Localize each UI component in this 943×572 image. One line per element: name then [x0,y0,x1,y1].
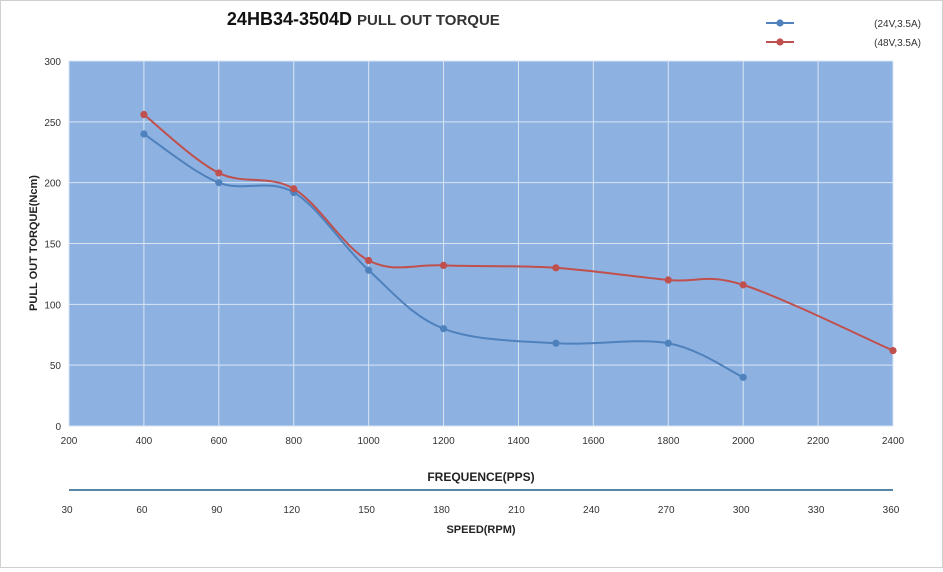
y-tick-label: 100 [44,300,61,311]
x-tick-label: 1400 [507,436,530,447]
x-tick-label: 1600 [582,436,605,447]
y-tick-label: 150 [44,240,61,251]
series-line-1 [143,133,744,379]
chart-title-sub: PULL OUT TORQUE [357,12,500,29]
chart-title-main: 24HB34-3504D [227,9,352,29]
data-point-series-1 [140,130,148,138]
secondary-x-tick-label: 60 [136,505,148,516]
data-point-series-1 [365,266,373,274]
x-tick-label: 600 [210,436,227,447]
y-tick-label: 300 [44,57,61,68]
secondary-x-axis-ticks: 30 60 90 120 150 180 210 240 270 300 330 360 [61,505,899,516]
secondary-x-tick-label: 270 [658,505,675,516]
secondary-x-tick-label: 30 [61,505,73,516]
x-tick-label: 1800 [657,436,680,447]
legend-marker-1 [776,19,784,27]
x-tick-label: 1200 [432,436,455,447]
data-point-series-2 [889,346,897,355]
y-tick-label: 200 [44,179,61,190]
secondary-x-tick-label: 240 [583,505,600,516]
legend: (24V,3.5A) (48V,3.5A) [766,19,921,49]
y-axis-label: PULL OUT TORQUE(Ncm) [28,175,40,311]
data-point-series-1 [664,339,672,347]
data-point-series-2 [365,256,373,265]
y-tick-label: 50 [50,361,62,372]
secondary-x-tick-label: 210 [508,505,525,516]
x-tick-label: 2400 [882,436,905,447]
y-tick-label: 0 [55,422,61,433]
secondary-x-tick-label: 120 [283,505,300,516]
secondary-x-tick-label: 300 [733,505,750,516]
secondary-x-tick-label: 180 [433,505,450,516]
secondary-x-tick-label: 330 [808,505,825,516]
data-point-series-2 [439,261,448,269]
data-point-series-2 [140,110,148,119]
secondary-x-axis-label: SPEED(RPM) [446,524,515,536]
data-point-series-1 [552,339,560,347]
x-tick-label: 1000 [358,436,381,447]
data-point-series-1 [739,373,747,381]
legend-label-1: (24V,3.5A) [874,19,921,30]
data-point-series-2 [739,281,747,289]
secondary-x-tick-label: 90 [211,505,223,516]
series-line-2 [143,113,894,352]
x-tick-label: 200 [61,436,78,447]
data-point-series-2 [290,185,298,193]
grid-lines [68,60,894,427]
x-tick-label: 400 [136,436,153,447]
series-group [140,110,897,381]
legend-label-2: (48V,3.5A) [874,38,921,49]
legend-marker-2 [776,38,784,46]
secondary-x-tick-label: 360 [883,505,900,516]
x-tick-label: 2200 [807,436,830,447]
y-axis-ticks: 0 50 100 150 200 250 300 [44,57,61,433]
y-tick-label: 250 [44,118,61,129]
x-axis-label: FREQUENCE(PPS) [427,470,534,484]
x-axis-ticks: 200 400 600 800 1000 1200 1400 1600 1800 2000 2200… [61,436,905,447]
data-point-series-1 [439,325,448,333]
data-point-series-2 [552,264,560,272]
x-tick-label: 2000 [732,436,755,447]
data-point-series-1 [215,179,223,187]
data-point-series-2 [664,276,672,284]
x-tick-label: 800 [285,436,302,447]
data-point-series-2 [215,169,223,177]
secondary-x-tick-label: 150 [358,505,375,516]
